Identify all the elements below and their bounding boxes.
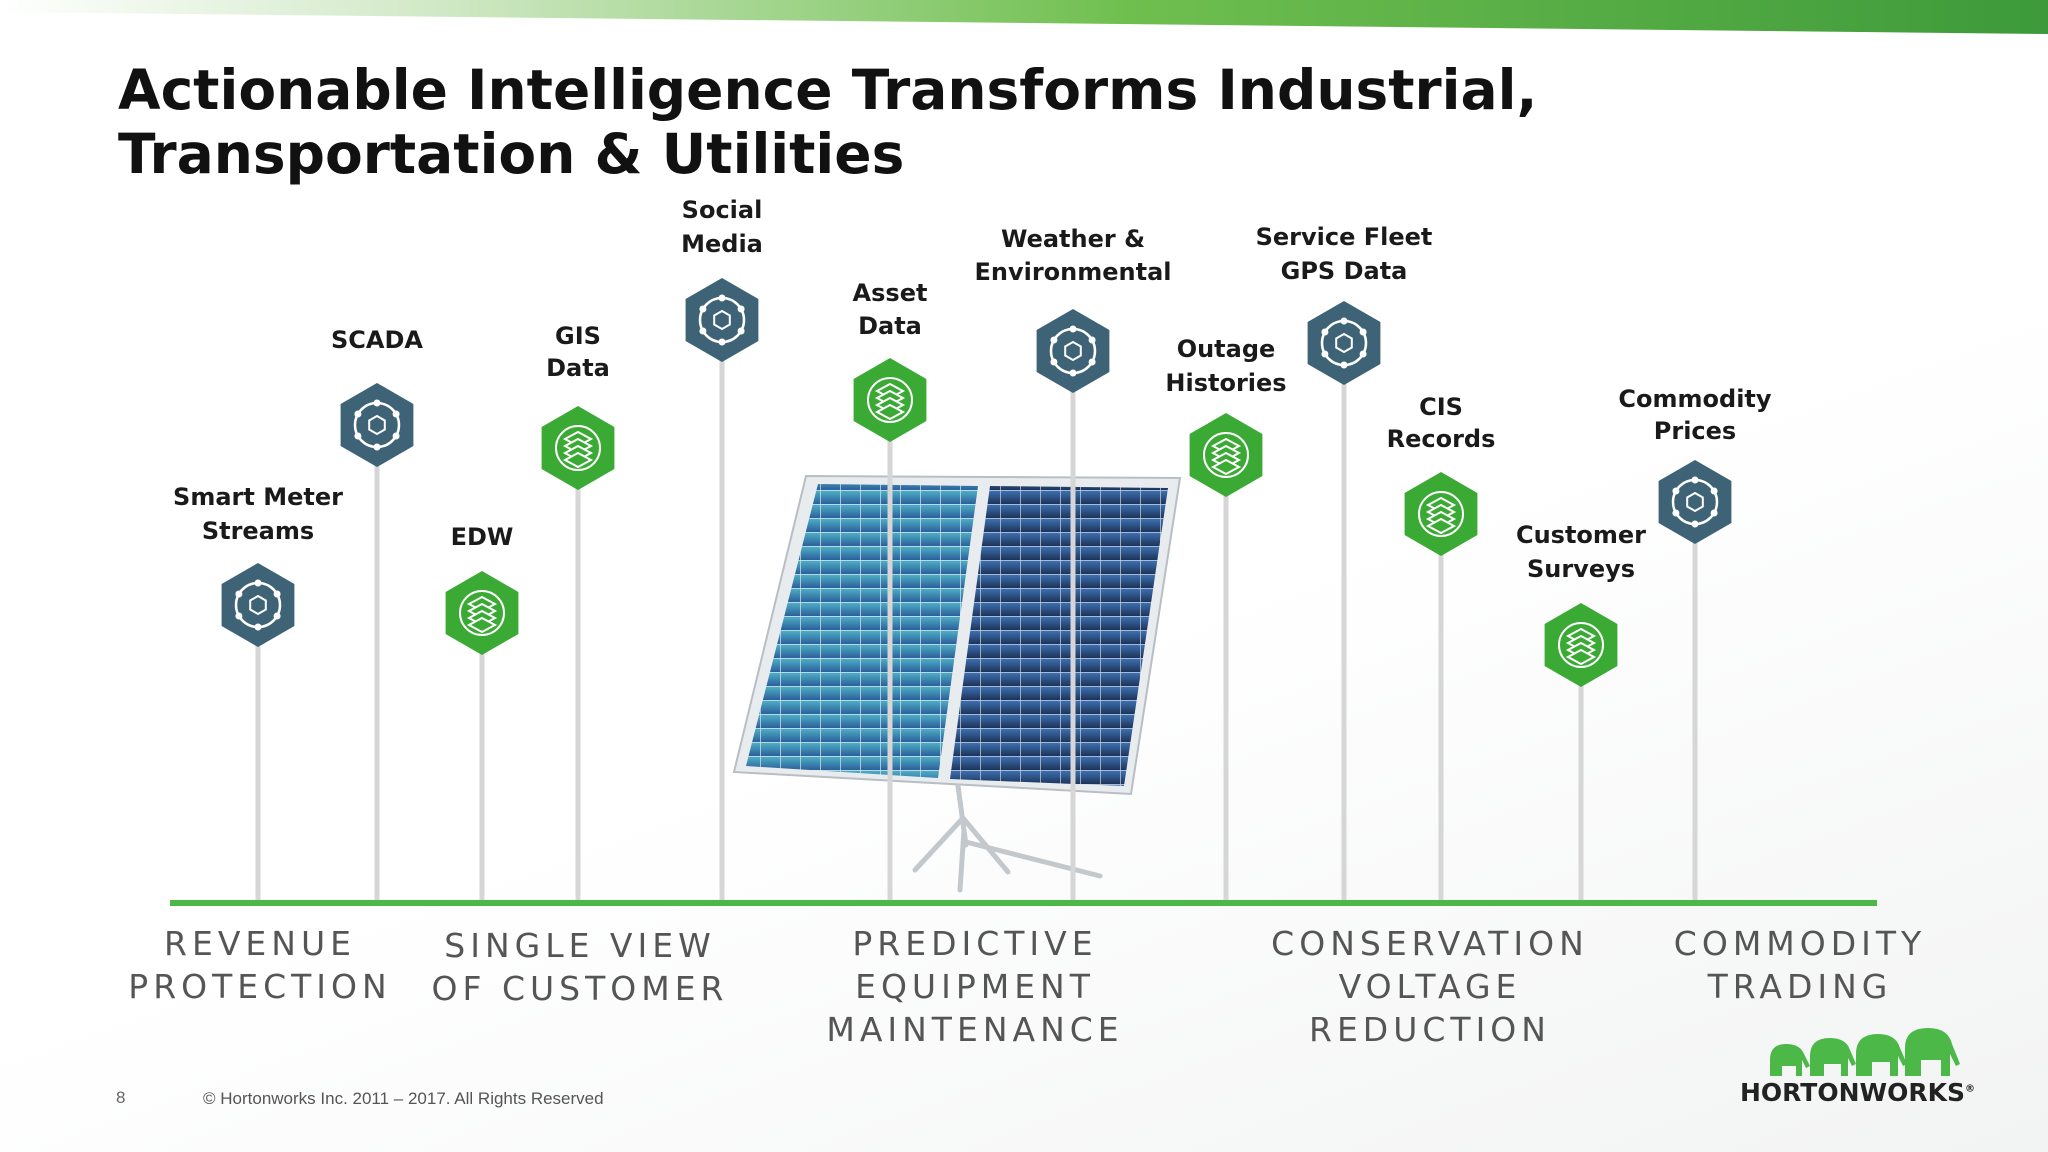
data-source-node: Smart Meter Streams bbox=[173, 483, 343, 647]
hub-icon bbox=[1320, 317, 1368, 369]
database-stack-icon bbox=[555, 425, 601, 471]
solar-panel-image bbox=[732, 474, 1182, 893]
elephant-herd-icon bbox=[1770, 1028, 1960, 1076]
use-case-label: SINGLE VIEW OF CUSTOMER bbox=[431, 926, 729, 1008]
data-source-label: Commodity Prices bbox=[1618, 385, 1771, 445]
data-source-label: Weather & Environmental bbox=[974, 225, 1171, 286]
data-source-label: Smart Meter Streams bbox=[173, 483, 343, 545]
data-source-node: Commodity Prices bbox=[1618, 385, 1772, 544]
data-source-nodes: Smart Meter Streams SCADA EDW GIS Data Social M… bbox=[173, 196, 1772, 687]
hexagon-badge bbox=[685, 278, 759, 362]
logo-text: HORTONWORKS bbox=[1740, 1078, 1965, 1107]
data-source-node: SCADA bbox=[331, 326, 423, 467]
data-source-label: Customer Surveys bbox=[1516, 521, 1646, 583]
use-case-label: REVENUE PROTECTION bbox=[128, 924, 392, 1006]
hexagon-badge bbox=[340, 383, 414, 467]
top-accent-bar bbox=[0, 0, 2048, 34]
slide-title: Actionable Intelligence Transforms Indus… bbox=[118, 58, 1538, 186]
hub-icon bbox=[234, 579, 282, 631]
hexagon-badge bbox=[1658, 460, 1732, 544]
hub-icon bbox=[353, 399, 401, 451]
hortonworks-logo: HORTONWORKS® bbox=[1740, 1026, 1975, 1116]
data-source-label: Asset Data bbox=[853, 279, 928, 340]
hub-icon bbox=[1671, 476, 1719, 528]
data-source-label: Service Fleet GPS Data bbox=[1256, 223, 1433, 285]
data-source-label: Social Media bbox=[681, 196, 763, 258]
use-case-label: COMMODITY TRADING bbox=[1673, 924, 1927, 1006]
data-source-node: Social Media bbox=[681, 196, 763, 362]
logo-wordmark: HORTONWORKS® bbox=[1740, 1078, 1975, 1107]
data-source-label: GIS Data bbox=[546, 322, 610, 382]
data-source-label: Outage Histories bbox=[1165, 335, 1286, 397]
database-stack-icon bbox=[1418, 491, 1464, 537]
hexagon-badge bbox=[221, 563, 295, 647]
hub-icon bbox=[698, 294, 746, 346]
hexagon-badge bbox=[1036, 309, 1110, 393]
hub-icon bbox=[1049, 325, 1097, 377]
data-source-node: EDW bbox=[445, 523, 519, 655]
database-stack-icon bbox=[1558, 622, 1604, 668]
use-case-label: CONSERVATION VOLTAGE REDUCTION bbox=[1271, 924, 1589, 1049]
database-stack-icon bbox=[1203, 432, 1249, 478]
data-source-node: CIS Records bbox=[1387, 393, 1496, 556]
data-source-label: CIS Records bbox=[1387, 393, 1496, 453]
pole-group bbox=[255, 350, 1698, 900]
database-stack-icon bbox=[459, 590, 505, 636]
data-source-label: SCADA bbox=[331, 326, 423, 354]
registered-mark: ® bbox=[1965, 1083, 1975, 1095]
data-source-node: Customer Surveys bbox=[1516, 521, 1646, 687]
data-source-label: EDW bbox=[451, 523, 514, 551]
data-source-node: Weather & Environmental bbox=[974, 225, 1172, 393]
database-stack-icon bbox=[867, 377, 913, 423]
page-number: 8 bbox=[116, 1088, 126, 1107]
data-source-node: Service Fleet GPS Data bbox=[1256, 223, 1433, 385]
data-source-node: Outage Histories bbox=[1165, 335, 1287, 497]
copyright-text: © Hortonworks Inc. 2011 – 2017. All Righ… bbox=[203, 1089, 604, 1108]
hexagon-badge bbox=[1307, 301, 1381, 385]
data-source-node: Asset Data bbox=[853, 279, 928, 442]
use-case-label: PREDICTIVE EQUIPMENT MAINTENANCE bbox=[826, 924, 1124, 1049]
data-source-node: GIS Data bbox=[541, 322, 615, 490]
